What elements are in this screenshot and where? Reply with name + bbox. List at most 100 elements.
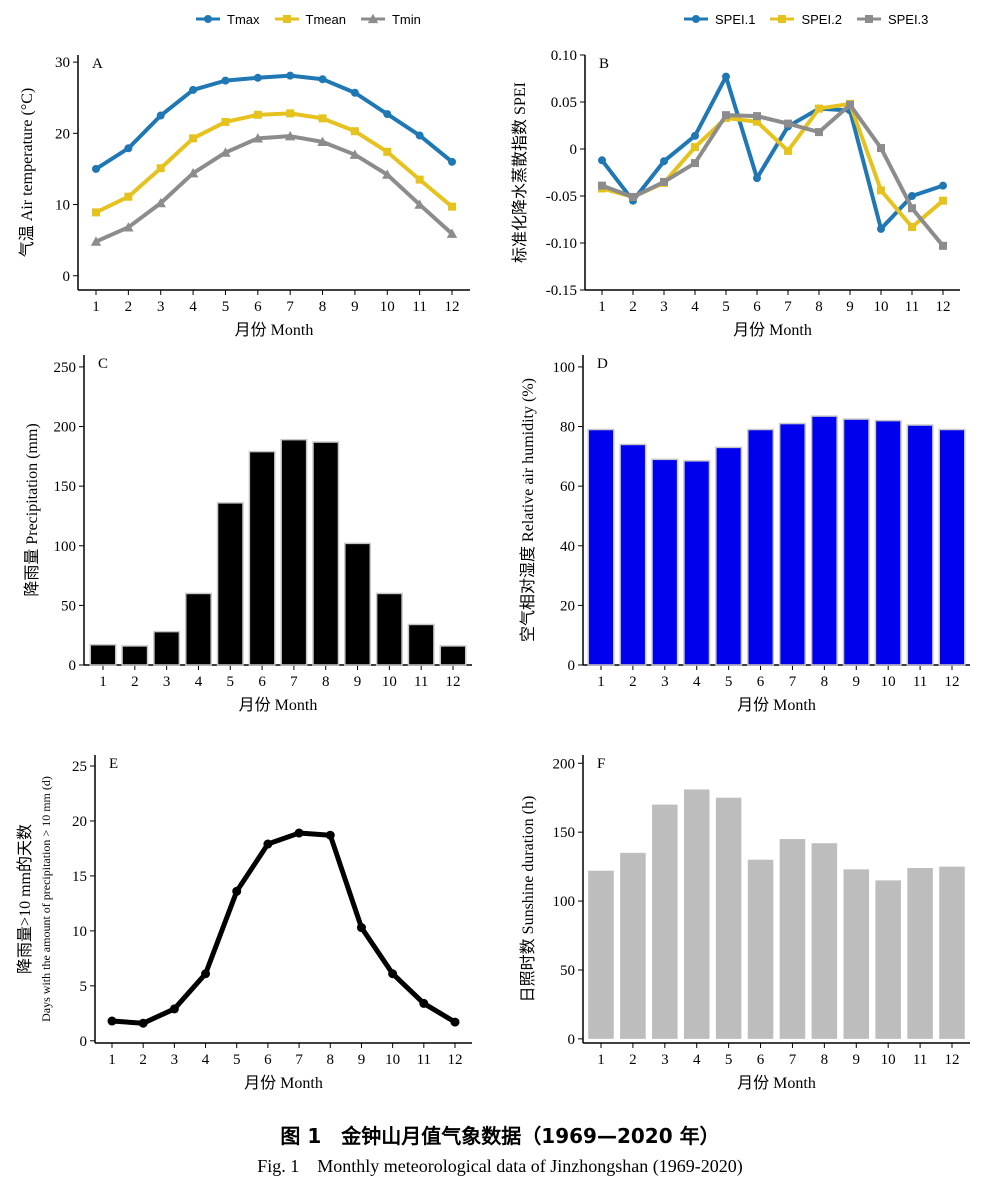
x-tick-label: 9 — [354, 674, 362, 690]
y-tick-label: 0.10 — [551, 48, 577, 64]
data-point — [815, 128, 823, 137]
x-tick-label: 11 — [412, 299, 426, 315]
legend-label: SPEI.2 — [801, 11, 842, 27]
bar-month-4 — [184, 592, 212, 666]
x-axis-label: 月份 Month — [244, 1074, 323, 1092]
bar-month-8 — [810, 415, 838, 666]
x-tick-label: 10 — [382, 674, 397, 690]
y-tick-label: 150 — [553, 825, 576, 841]
x-tick-label: 1 — [597, 674, 605, 690]
data-point — [383, 147, 392, 156]
data-point — [253, 73, 262, 82]
data-point — [124, 144, 133, 153]
data-point — [629, 196, 637, 205]
x-tick-label: 3 — [661, 1052, 669, 1068]
x-tick-label: 6 — [757, 1052, 765, 1068]
data-point — [252, 133, 264, 143]
data-point — [284, 130, 296, 141]
data-point — [221, 117, 230, 126]
data-point — [350, 127, 359, 136]
bar-month-7 — [778, 422, 806, 666]
y-tick-label: 20 — [72, 814, 87, 830]
bar-month-10 — [874, 419, 902, 666]
x-tick-label: 5 — [227, 674, 235, 690]
bar-month-10 — [375, 592, 403, 666]
data-point — [446, 228, 458, 238]
data-point — [629, 192, 637, 201]
data-point — [877, 186, 885, 195]
legend-marker — [692, 15, 700, 23]
y-tick-label: 0 — [568, 658, 576, 674]
x-tick-label: 7 — [789, 1052, 797, 1068]
data-point — [349, 149, 361, 159]
data-point — [156, 164, 165, 173]
data-point — [232, 886, 242, 896]
y-tick-label: 0 — [69, 658, 77, 674]
x-axis-label: 月份 Month — [737, 1074, 816, 1092]
x-axis-label: 月份 Month — [235, 321, 314, 339]
series-tmean — [92, 109, 456, 217]
figure-caption-chinese: 图 1 金钟山月值气象数据（1969—2020 年） — [280, 1124, 720, 1148]
data-point — [388, 969, 398, 979]
y-tick-label: 0 — [80, 1034, 88, 1050]
bar-month-9 — [843, 869, 870, 1039]
x-tick-label: 8 — [327, 1052, 335, 1068]
y-tick-label: 60 — [560, 479, 575, 495]
series-line — [95, 111, 454, 215]
y-tick-label: -0.10 — [546, 236, 577, 252]
x-tick-label: 10 — [385, 1052, 400, 1068]
x-tick-label: 2 — [125, 299, 133, 315]
figure-caption-english: Fig. 1 Monthly meteorological data of Ji… — [257, 1156, 743, 1176]
legend-marker — [778, 15, 787, 23]
bar-month-7 — [280, 438, 308, 666]
data-point — [187, 168, 199, 178]
legend-marker — [367, 13, 379, 24]
x-tick-label: 1 — [92, 299, 100, 315]
data-point — [155, 197, 166, 208]
x-tick-label: 5 — [725, 1052, 733, 1068]
y-tick-label: 150 — [54, 479, 77, 495]
x-tick-label: 9 — [358, 1052, 366, 1068]
x-tick-label: 12 — [945, 674, 960, 690]
data-point — [124, 192, 133, 201]
x-tick-label: 3 — [661, 674, 669, 690]
y-tick-label: 30 — [55, 55, 70, 71]
y-tick-label: 0.05 — [551, 95, 577, 111]
bar-month-9 — [344, 542, 372, 666]
data-point — [691, 131, 699, 140]
y-tick-label: 100 — [553, 894, 576, 910]
data-point — [815, 104, 823, 113]
x-tick-label: 12 — [448, 1052, 463, 1068]
x-tick-label: 2 — [629, 674, 637, 690]
y-tick-label: 20 — [55, 126, 70, 142]
legend-swatch — [196, 15, 220, 23]
data-point — [939, 181, 947, 190]
legend-swatch — [274, 15, 299, 23]
x-tick-label: 4 — [195, 674, 203, 690]
x-tick-label: 1 — [108, 1052, 116, 1068]
x-tick-label: 8 — [319, 299, 327, 315]
data-point — [253, 110, 262, 119]
bar-month-11 — [906, 424, 934, 666]
data-point — [629, 192, 637, 201]
bar-month-1 — [588, 870, 614, 1039]
x-tick-label: 4 — [189, 299, 197, 315]
x-tick-label: 4 — [693, 1052, 701, 1068]
y-tick-label: 25 — [72, 759, 87, 775]
data-point — [415, 131, 424, 140]
data-point — [815, 104, 823, 113]
data-point — [784, 119, 792, 128]
y-tick-label: 40 — [560, 539, 575, 555]
data-point — [846, 106, 854, 115]
x-tick-label: 4 — [691, 299, 699, 315]
x-tick-label: 7 — [789, 674, 797, 690]
data-point — [939, 241, 947, 250]
legend-marker — [204, 15, 212, 23]
legend-label: SPEI.1 — [715, 11, 756, 27]
data-point — [350, 88, 359, 97]
x-tick-label: 8 — [815, 299, 823, 315]
data-point — [286, 71, 295, 80]
data-point — [722, 113, 730, 122]
